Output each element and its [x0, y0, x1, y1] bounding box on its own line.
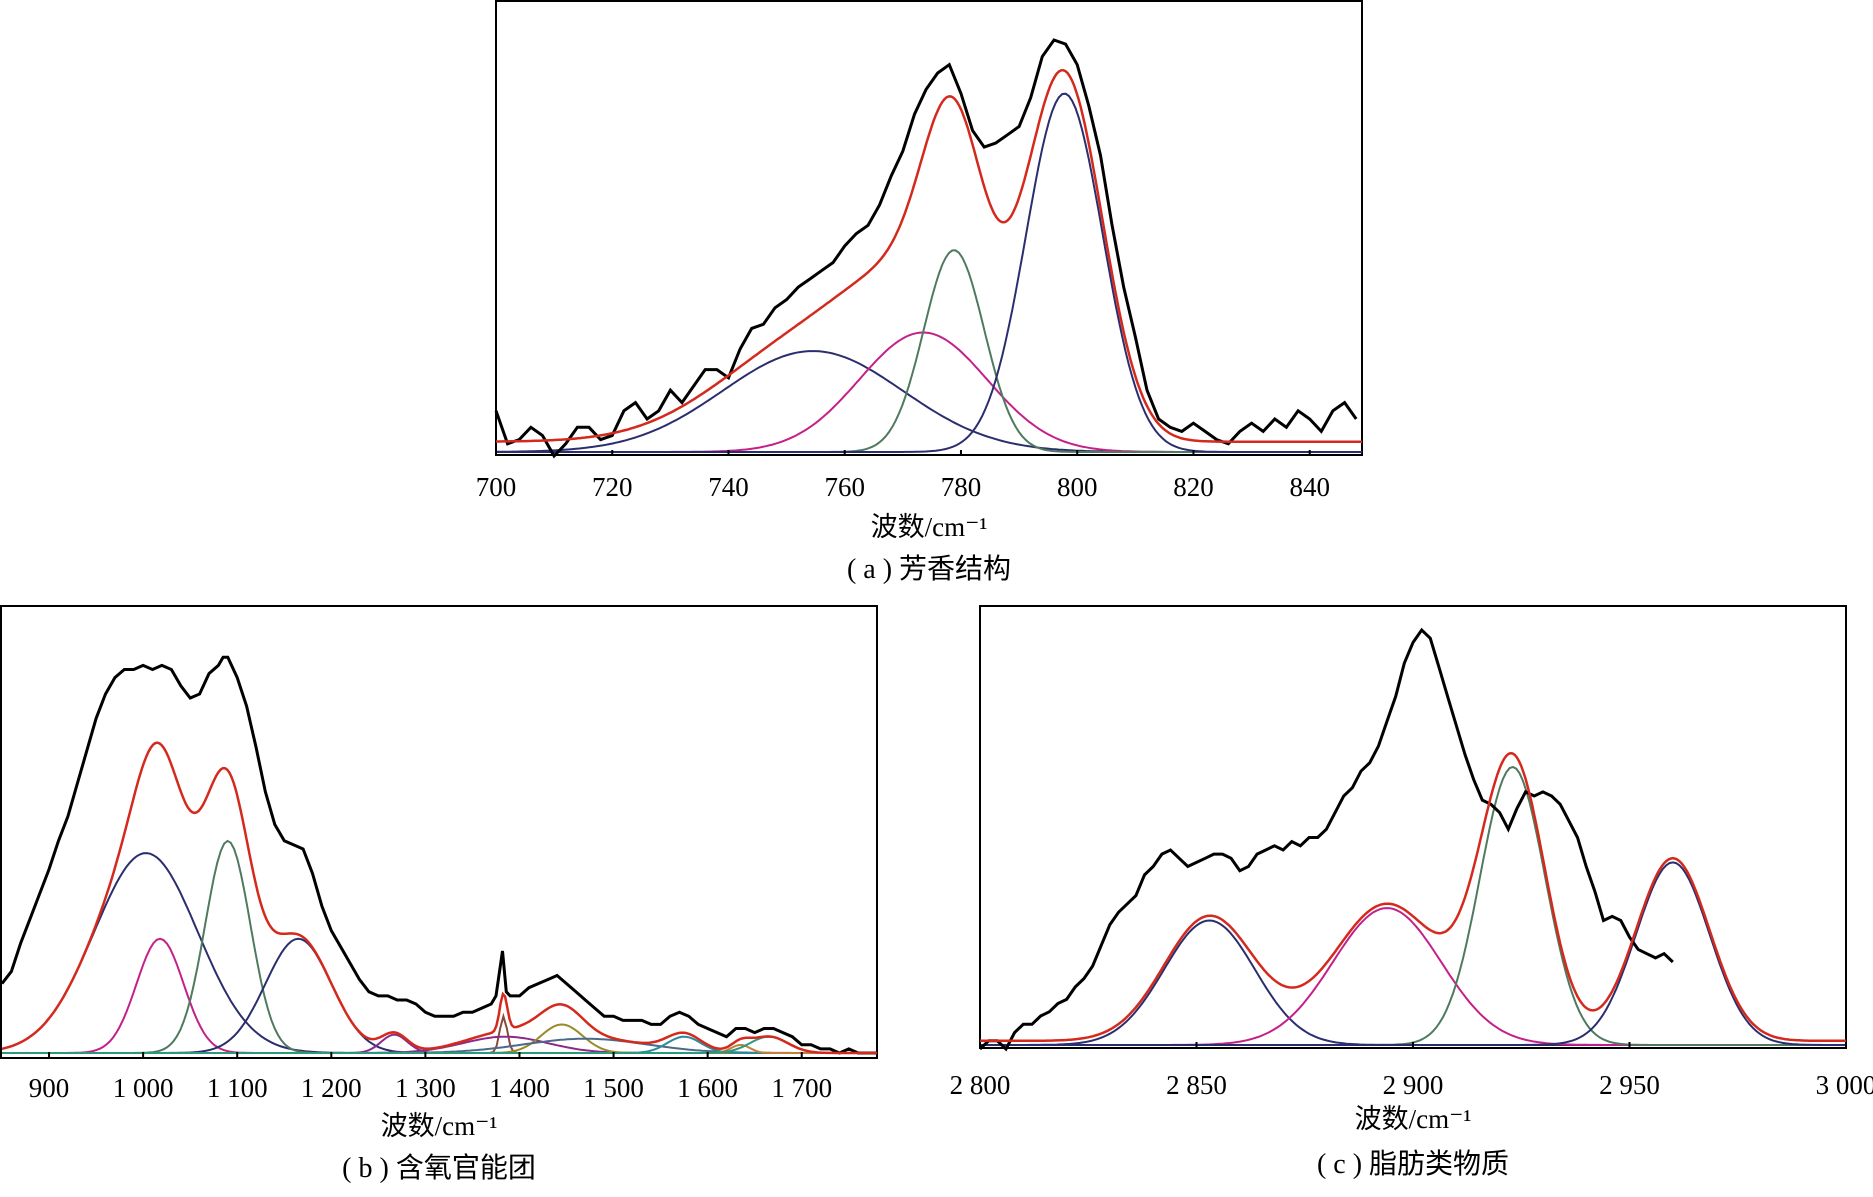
panel-c-x-tick-label: 2 850: [1166, 1070, 1227, 1100]
panel-a-x-ticks: 700 720 740 760 780 800 820 840: [476, 450, 1330, 502]
panel-a-x-tick-label: 780: [941, 472, 982, 502]
panel-b-x-axis-label: 波数/cm⁻¹: [381, 1111, 498, 1141]
panel-a-measured-spectrum: [494, 38, 1358, 459]
panel-b-fitted-curve: [1, 741, 877, 1055]
panel-b-component-peaks: [1, 839, 877, 1054]
panel-a-x-tick-label: 760: [824, 472, 865, 502]
panel-c-component-peak-2: [980, 907, 1846, 1046]
panel-b-x-tick-label: 1 700: [771, 1073, 832, 1103]
panel-b-x-ticks: 900 1 000 1 100 1 200 1 300 1 400 1 500 1 600 1 …: [29, 1052, 832, 1103]
panel-c-component-peak-4: [980, 861, 1846, 1046]
panel-a-component-peak-1: [496, 350, 1362, 453]
panel-a-caption: ( a ) 芳香结构: [847, 553, 1011, 585]
panel-a-x-tick-label: 700: [476, 472, 517, 502]
panel-b-component-peak-2: [2, 937, 877, 1054]
panel-c-x-tick-label: 2 900: [1383, 1070, 1444, 1100]
panel-c-x-tick-label: 3 000: [1816, 1070, 1873, 1100]
panel-b-x-tick-label: 1 400: [489, 1073, 550, 1103]
panel-c-component-peak-1: [980, 919, 1846, 1046]
panel-a-x-tick-label: 740: [708, 472, 749, 502]
panel-b-x-tick-label: 1 500: [583, 1073, 644, 1103]
panel-b-x-tick-label: 1 200: [301, 1073, 362, 1103]
panel-c-aliphatic: 2 800 2 850 2 900 2 950 3 000 波数/cm⁻¹ ( c ) …: [950, 605, 1873, 1180]
panel-c-component-peaks: [980, 765, 1846, 1046]
panel-a-fitted-curve: [496, 68, 1362, 443]
panel-b-x-tick-label: 900: [29, 1073, 70, 1103]
panel-b-component-peak-12: [2, 1035, 877, 1054]
panel-a-frame: [495, 0, 1363, 456]
panel-b-measured-spectrum: [0, 655, 877, 1055]
panel-c-fitted-curve: [980, 751, 1846, 1043]
panel-c-x-axis-label: 波数/cm⁻¹: [1355, 1104, 1472, 1134]
panel-a-x-tick-label: 820: [1173, 472, 1214, 502]
panel-b-component-peak-3: [2, 839, 877, 1054]
panel-b-x-tick-label: 1 100: [207, 1073, 268, 1103]
panel-b-x-tick-label: 1 000: [113, 1073, 174, 1103]
panel-a-aromatic: 700 720 740 760 780 800 820 840 波数/cm⁻¹ ( a ) 芳…: [476, 0, 1363, 585]
panel-c-frame: [979, 605, 1847, 1049]
panel-b-x-tick-label: 1 600: [677, 1073, 738, 1103]
panel-a-component-peak-4: [496, 92, 1362, 453]
panel-c-caption: ( c ) 脂肪类物质: [1317, 1148, 1509, 1180]
panel-c-x-tick-label: 2 800: [950, 1070, 1011, 1100]
panel-c-measured-spectrum: [978, 627, 1674, 1052]
panel-b-oxygen-functional-groups: 900 1 000 1 100 1 200 1 300 1 400 1 500 1 600 1 …: [0, 605, 878, 1184]
panel-a-component-peak-2: [496, 331, 1362, 453]
panel-c-x-ticks: 2 800 2 850 2 900 2 950 3 000: [950, 1042, 1873, 1100]
panel-b-x-tick-label: 1 300: [395, 1073, 456, 1103]
panel-a-x-axis-label: 波数/cm⁻¹: [871, 512, 988, 542]
panel-b-caption: ( b ) 含氧官能团: [342, 1152, 536, 1184]
panel-c-x-tick-label: 2 950: [1599, 1070, 1660, 1100]
panel-a-x-tick-label: 800: [1057, 472, 1098, 502]
panel-a-component-peaks: [496, 92, 1362, 453]
panel-b-component-peak-1: [1, 852, 877, 1054]
panel-c-component-peak-3: [980, 765, 1846, 1046]
panel-b-frame: [0, 605, 878, 1059]
panel-a-x-tick-label: 720: [592, 472, 633, 502]
panel-a-component-peak-3: [496, 249, 1362, 453]
panel-a-x-tick-label: 840: [1289, 472, 1330, 502]
